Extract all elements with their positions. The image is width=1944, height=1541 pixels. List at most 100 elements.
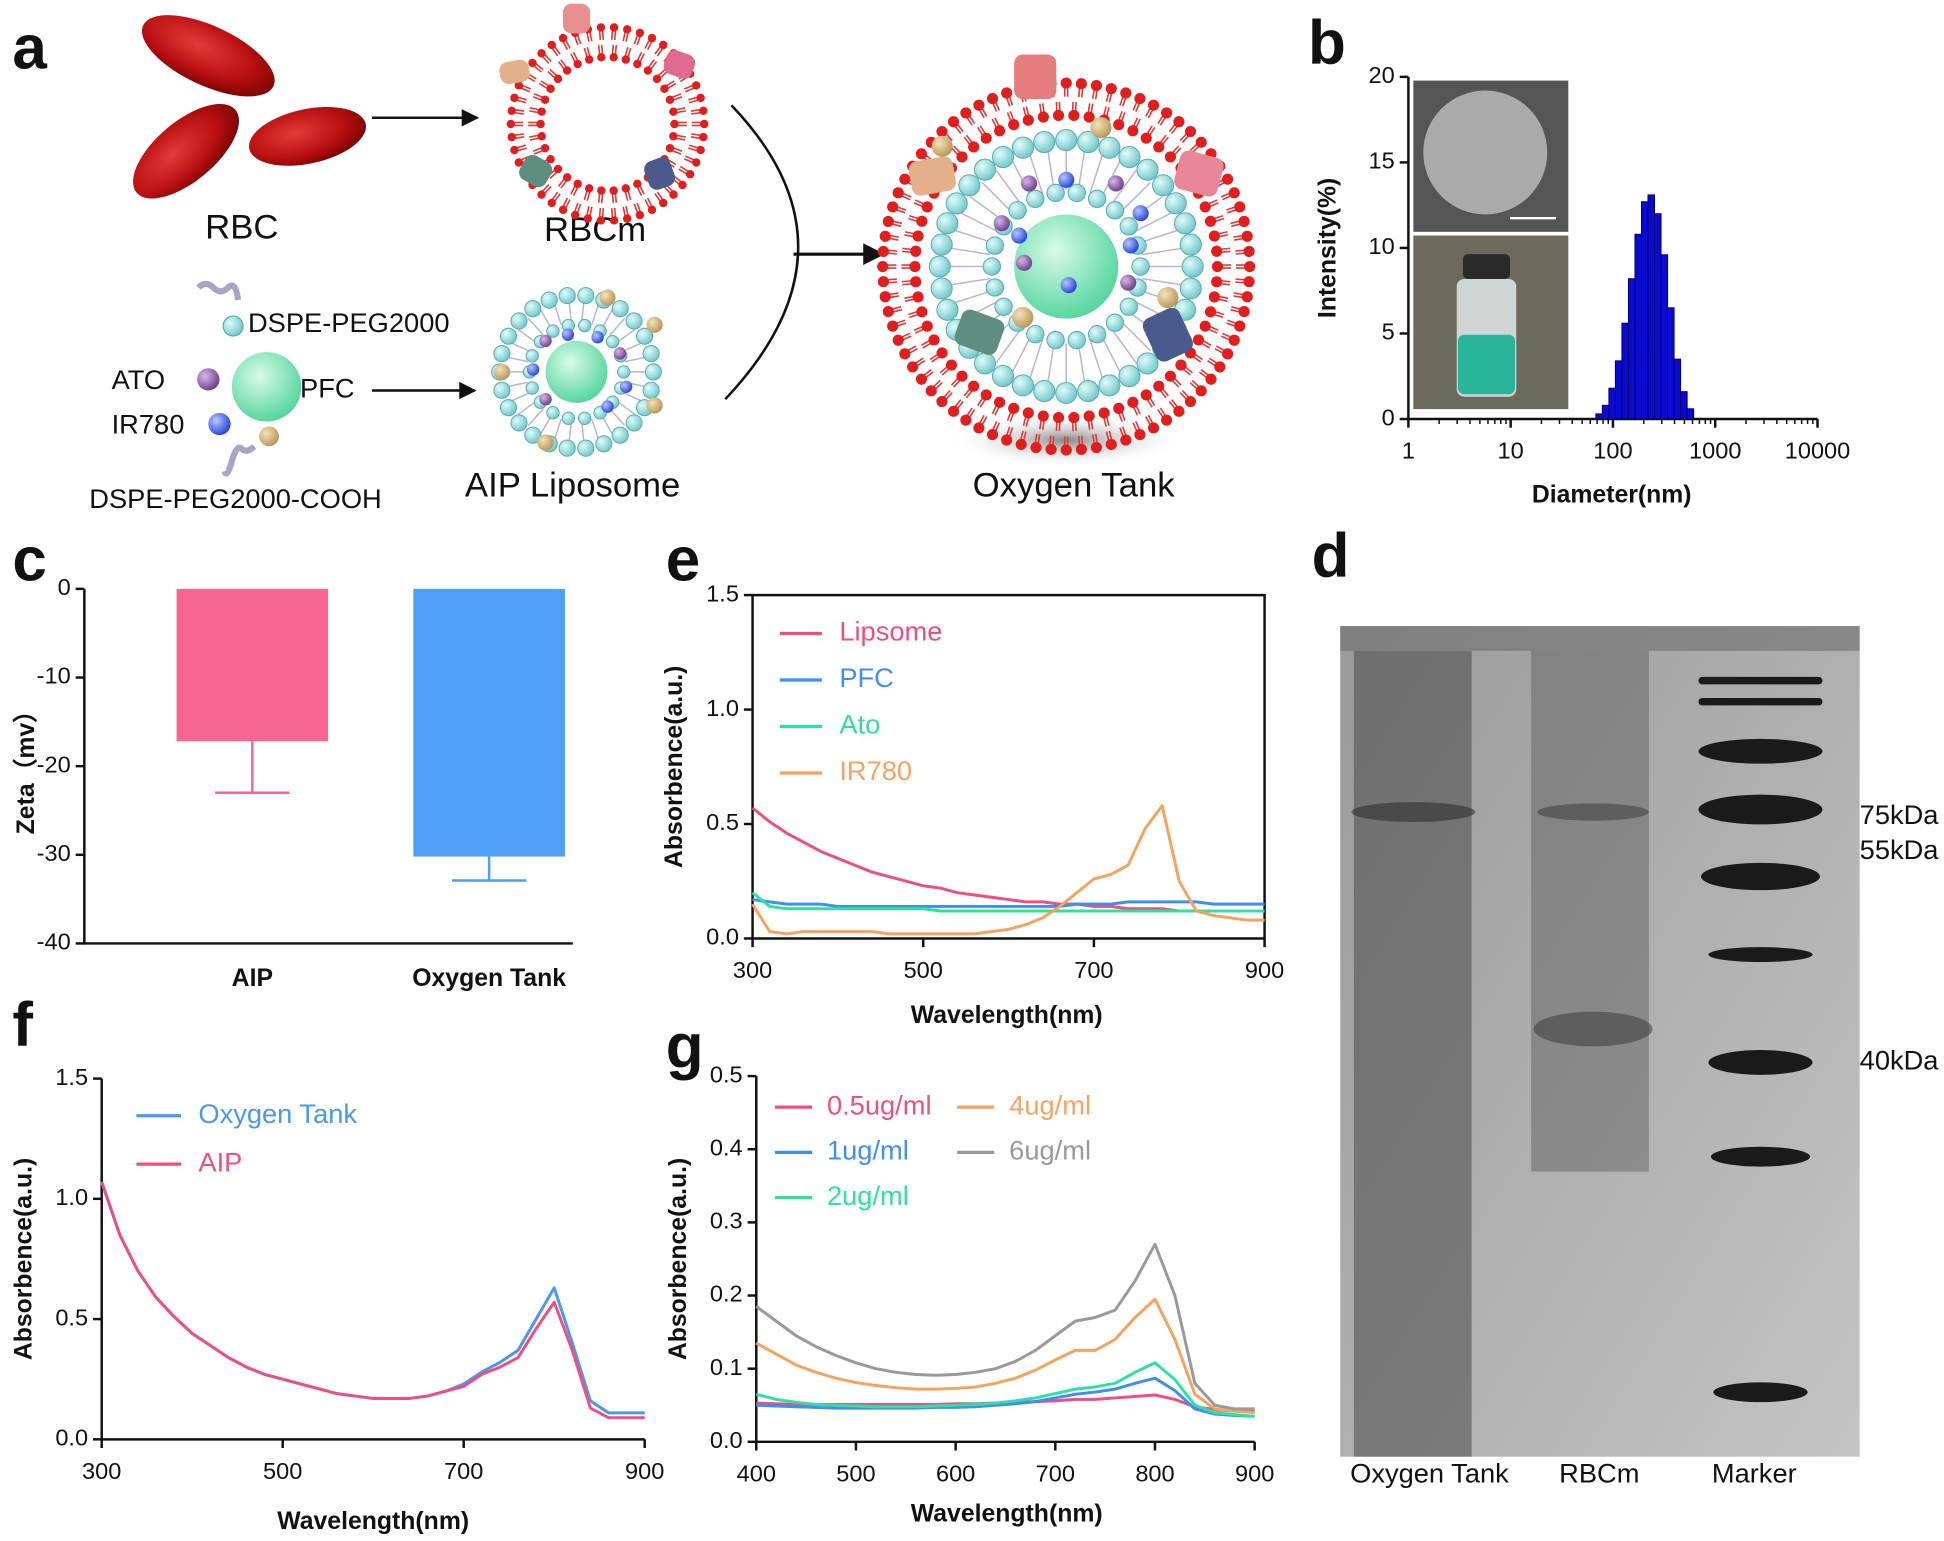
lipid-tail [666, 158, 677, 166]
lipid-head [1140, 389, 1152, 401]
peg-tail [580, 300, 585, 323]
line [755, 1361, 1255, 1418]
y-tick-label: 0.0 [55, 1425, 88, 1451]
lipid-tail [675, 134, 686, 138]
drug-ball [1060, 277, 1077, 294]
lipid-head [596, 216, 606, 225]
bead [595, 435, 613, 453]
lipid-tail [683, 158, 694, 164]
bead [644, 363, 662, 381]
lipid-head [540, 95, 550, 105]
lipid-head [1173, 116, 1185, 128]
bead [1118, 365, 1141, 388]
lipid-tail [572, 51, 579, 62]
lipid-head [558, 205, 568, 215]
x-tick-label: 500 [904, 957, 943, 983]
lipid-head [507, 132, 516, 142]
marker-ladder [1698, 676, 1823, 1403]
peg-tail [1089, 339, 1104, 380]
bead [985, 236, 1005, 255]
lipid-head [945, 359, 958, 371]
lipid-tail [683, 84, 694, 90]
bead [605, 334, 620, 349]
bead [499, 399, 518, 417]
pfc-core [1014, 214, 1119, 319]
lipid-tail [573, 202, 579, 213]
lipid-tail [611, 193, 615, 204]
lipid-head [921, 201, 933, 213]
lipid-head [1222, 348, 1234, 360]
bead [930, 277, 953, 300]
peg-tail [527, 317, 544, 336]
lipid-head [1211, 260, 1224, 273]
lipid-tail [690, 136, 701, 140]
panel-letter: e [666, 525, 700, 594]
bead [1046, 183, 1065, 203]
bead [1046, 330, 1065, 350]
lipid-head [1113, 119, 1125, 131]
drug-ball [1122, 237, 1139, 254]
lipid-head [907, 361, 919, 373]
peg-tail [948, 277, 991, 286]
lipid-head [1184, 395, 1197, 408]
lipid-head [1173, 405, 1185, 417]
lipid-head [915, 373, 928, 385]
histogram-bar [1634, 233, 1642, 420]
bead [1026, 189, 1045, 209]
bead [616, 365, 631, 379]
lipid-head [1060, 77, 1072, 89]
peg-tail [1077, 148, 1086, 191]
bead [1011, 136, 1035, 159]
bead [936, 212, 959, 235]
drug-ball [539, 334, 552, 348]
lipid-head [570, 210, 580, 220]
bead [958, 174, 981, 197]
bead [1131, 257, 1150, 276]
bead [1118, 145, 1141, 169]
lipid-tail [540, 80, 550, 87]
histogram-bar [1660, 254, 1669, 420]
x-tick-label: 900 [1235, 1461, 1274, 1487]
lipid-head [928, 334, 940, 346]
lipid-head [647, 205, 657, 215]
legend-label: PFC [839, 662, 894, 693]
lipid-head [1105, 83, 1117, 95]
lipid-head [1164, 370, 1177, 382]
legend-label: Ato [839, 709, 880, 740]
peg-tail [1077, 342, 1086, 385]
bead [991, 145, 1015, 169]
lipid-tail [557, 61, 566, 70]
peg-tail [1046, 342, 1055, 385]
bead [625, 312, 643, 330]
y-tick-label: 20 [1369, 62, 1395, 88]
drug-ball [1107, 175, 1124, 192]
bead [1033, 130, 1056, 154]
lipid-tail [614, 192, 618, 203]
marker-label: 75kDa [1860, 799, 1940, 830]
lipid-head [1208, 230, 1220, 242]
x-tick-label: 900 [625, 1458, 664, 1484]
y-tick-label: -10 [37, 663, 71, 689]
lipid-tail [678, 168, 688, 175]
lipid-head [892, 187, 904, 199]
lipid-tail [534, 62, 544, 71]
bead [1077, 380, 1100, 403]
drug-ball [591, 331, 604, 344]
y-axis-title: Absorbence(a.u.) [10, 1158, 37, 1360]
drug-ball [619, 380, 633, 393]
lipid-head [622, 214, 632, 223]
lipid-head [1052, 109, 1065, 122]
bead [636, 327, 654, 345]
ato-ball [197, 368, 220, 391]
lipid-head [1052, 412, 1065, 424]
legend-label: 6ug/ml [1009, 1135, 1091, 1166]
lipid-tail [659, 71, 668, 79]
lipid-head [562, 173, 572, 182]
protein [1014, 54, 1057, 100]
lipid-head [936, 395, 948, 408]
lipid-tail [639, 185, 645, 195]
lipid-tail [538, 82, 549, 90]
lipid-head [583, 214, 593, 223]
drug-ball [1058, 171, 1075, 188]
y-tick-label: 10 [1369, 233, 1395, 259]
